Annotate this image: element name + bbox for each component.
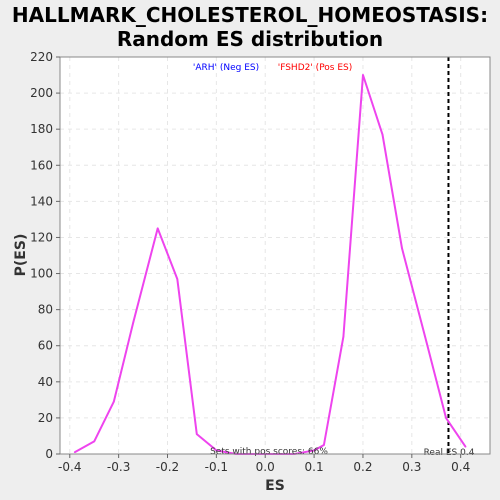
es-density-point (303, 451, 306, 453)
es-density-point (342, 335, 345, 338)
es-density-point (425, 341, 428, 343)
x-tick-label: -0.1 (205, 460, 228, 474)
y-tick-label: 220 (30, 50, 53, 64)
es-density-point (323, 444, 325, 446)
es-density-point (156, 227, 159, 230)
es-density-point (215, 449, 218, 452)
x-tick-label: -0.2 (156, 460, 179, 474)
y-tick-label: 0 (45, 447, 53, 461)
chart-title-line-1: HALLMARK_CHOLESTEROL_HOMEOSTASIS: (12, 3, 488, 27)
y-tick-label: 120 (30, 230, 53, 244)
es-density-point (464, 445, 467, 448)
es-density-point (112, 400, 115, 403)
x-tick-label: 0.3 (402, 460, 421, 474)
es-density-point (73, 451, 76, 453)
y-tick-label: 200 (30, 86, 53, 100)
x-axis: -0.4 -0.3 -0.2 -0.1 0.0 0.1 0.2 0.3 0.4 (58, 454, 470, 474)
x-tick-label: -0.3 (107, 460, 130, 474)
x-tick-label: 0.4 (451, 460, 470, 474)
y-tick-label: 60 (38, 339, 53, 353)
grid-lines (60, 56, 490, 455)
y-tick-label: 140 (30, 194, 53, 208)
plot-area (60, 57, 490, 454)
y-axis: 0 20 40 60 80 100 120 140 160 180 200 220 (30, 50, 60, 461)
es-density-point (362, 74, 364, 76)
x-axis-title: ES (265, 478, 285, 494)
es-density-point (381, 133, 384, 136)
plot-border (59, 56, 491, 455)
x-tick-label: 0.2 (353, 460, 372, 474)
y-tick-label: 20 (38, 411, 53, 425)
y-tick-label: 100 (30, 267, 53, 281)
y-tick-label: 160 (30, 158, 53, 172)
y-tick-label: 80 (38, 303, 53, 317)
es-density-point (401, 247, 403, 250)
pos-phenotype-label: 'FSHD2' (Pos ES) (278, 63, 353, 73)
es-density-point (93, 440, 96, 443)
pos-scores-label: Sets with pos scores: 66% (210, 447, 328, 457)
es-density-point (132, 321, 135, 324)
x-tick-label: -0.4 (58, 460, 81, 474)
es-density-point (196, 433, 198, 435)
neg-phenotype-label: 'ARH' (Neg ES) (193, 63, 259, 73)
real-es-label: Real ES 0.4 (424, 448, 475, 458)
y-tick-label: 180 (30, 122, 53, 136)
x-tick-label: 0.1 (305, 460, 324, 474)
es-density-point (176, 278, 179, 280)
chart-title-line-2: Random ES distribution (117, 27, 383, 51)
y-tick-label: 40 (38, 375, 53, 389)
es-density-point (445, 417, 447, 419)
y-axis-title: P(ES) (13, 234, 29, 277)
es-density-point (313, 449, 315, 452)
x-tick-label: 0.0 (256, 460, 275, 474)
